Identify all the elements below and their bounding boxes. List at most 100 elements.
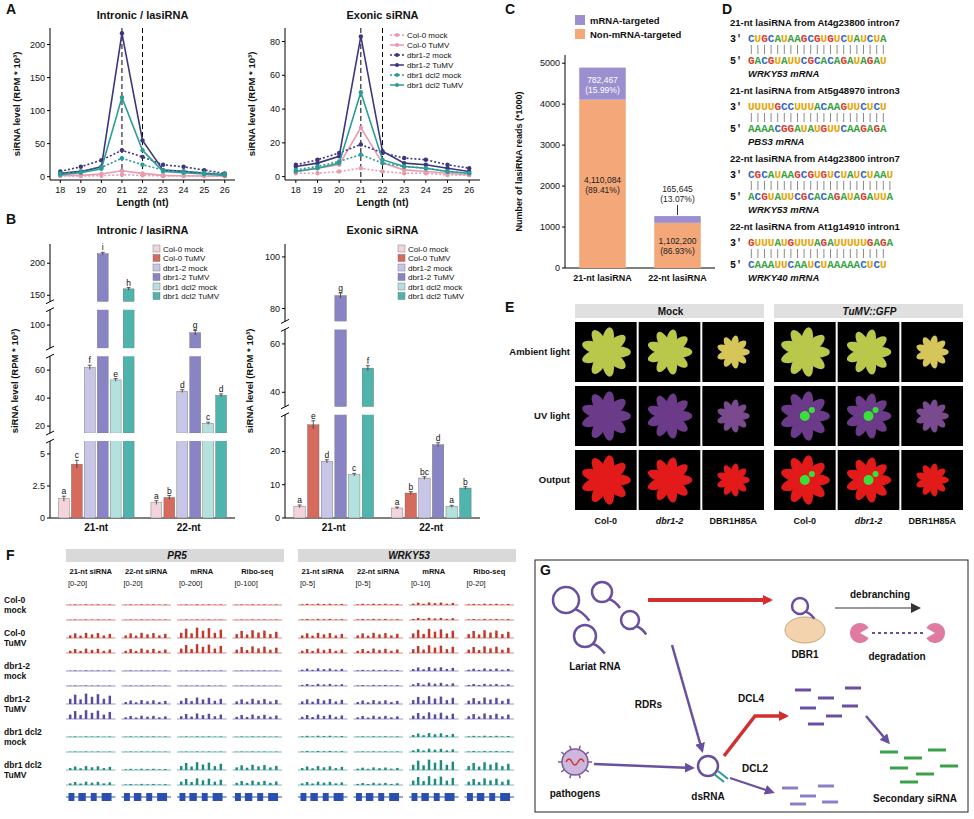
track-signal	[329, 649, 331, 653]
track-signal	[91, 767, 93, 770]
track-signal	[269, 685, 271, 686]
track-signal	[335, 619, 337, 621]
track-signal	[317, 633, 319, 638]
significance-letter: b	[463, 477, 468, 487]
track-signal	[246, 634, 248, 638]
track-signal	[124, 769, 126, 771]
y-axis	[50, 28, 51, 180]
base-pair	[876, 45, 877, 54]
nucleotide: A	[887, 191, 894, 203]
track-signal	[361, 619, 363, 621]
track-baseline	[177, 605, 227, 606]
degradation-enzyme	[850, 623, 869, 643]
data-label-line: 1,102,200	[659, 236, 697, 246]
virus-spike	[561, 770, 564, 772]
track-signal	[483, 668, 485, 671]
track-signal	[275, 670, 277, 672]
gene-model-exon	[389, 793, 399, 801]
y-tick	[47, 143, 50, 144]
gene-model-exon	[500, 793, 510, 801]
track-signal	[412, 649, 414, 653]
figure: ABCDEFGIntronic / lasiRNA181920212223242…	[0, 0, 974, 819]
point	[120, 31, 124, 35]
track-signal	[472, 631, 474, 638]
bar	[110, 441, 121, 518]
track-signal	[275, 619, 277, 620]
diagram-label: DCL4	[738, 693, 765, 704]
track-signal	[202, 736, 204, 737]
sirna-21nt	[842, 705, 858, 708]
track-signal	[185, 670, 187, 672]
base-pair	[810, 181, 811, 190]
track-baseline	[233, 671, 283, 672]
track-signal	[185, 763, 187, 770]
series-line	[296, 92, 469, 173]
track-signal	[390, 685, 392, 687]
point	[359, 166, 363, 170]
track-signal	[507, 764, 509, 770]
base-pair	[850, 249, 851, 258]
gfp-signal	[873, 407, 879, 413]
track-signal	[412, 750, 414, 752]
bar-segment	[654, 223, 701, 268]
track-signal	[472, 763, 474, 770]
track-signal	[240, 751, 242, 752]
track-signal	[263, 736, 265, 738]
base-pair	[883, 249, 884, 258]
track-signal	[417, 646, 419, 653]
y-tick-label: 80	[270, 304, 280, 314]
x-tick-label: 23	[399, 185, 409, 195]
track-signal	[97, 694, 99, 704]
point	[359, 125, 363, 129]
track-signal	[335, 635, 337, 638]
track-signal	[440, 603, 442, 605]
point	[223, 173, 227, 177]
track-signal	[109, 619, 111, 620]
significance-letter: g	[193, 320, 198, 330]
track-signal	[311, 736, 313, 738]
sirna-22nt	[800, 795, 816, 798]
track-signal	[428, 696, 430, 704]
track-signal	[478, 685, 480, 687]
track-signal	[135, 636, 137, 638]
axis-break	[281, 319, 289, 323]
track-signal	[390, 619, 392, 621]
track-signal	[495, 647, 497, 653]
track-signal	[483, 778, 485, 785]
track-signal	[422, 604, 424, 605]
track-signal	[202, 699, 204, 704]
error-bar	[395, 507, 399, 509]
virus-spike	[579, 774, 580, 778]
y-axis	[50, 441, 51, 518]
track-signal	[240, 781, 242, 785]
track-signal	[263, 670, 265, 672]
x-tick	[382, 180, 383, 183]
track-signal	[164, 649, 166, 653]
y-axis	[50, 244, 51, 302]
x-tick-label: 20	[334, 185, 344, 195]
bar	[84, 441, 95, 518]
track-signal	[317, 766, 319, 770]
x-tick	[183, 180, 184, 183]
track-signal	[246, 702, 248, 704]
track-signal	[275, 751, 277, 752]
track-signal	[356, 651, 358, 653]
legend-swatch	[153, 274, 160, 281]
track-signal	[251, 646, 253, 653]
track-signal	[467, 619, 469, 621]
axis-break	[281, 413, 289, 417]
track-signal	[384, 633, 386, 638]
y-tick-label: 0	[275, 172, 280, 182]
data-label: 165,645(13.07%)	[660, 184, 695, 204]
track-signal	[390, 751, 392, 752]
track-signal	[341, 751, 343, 753]
track-signal	[208, 779, 210, 785]
base-pair	[843, 45, 844, 54]
point	[202, 171, 206, 175]
track-signal	[422, 634, 424, 638]
track-signal	[103, 715, 105, 719]
significance-letter: f	[89, 355, 92, 365]
gene-model-exon	[245, 793, 252, 801]
track-signal	[196, 604, 198, 606]
track-signal	[251, 781, 253, 785]
